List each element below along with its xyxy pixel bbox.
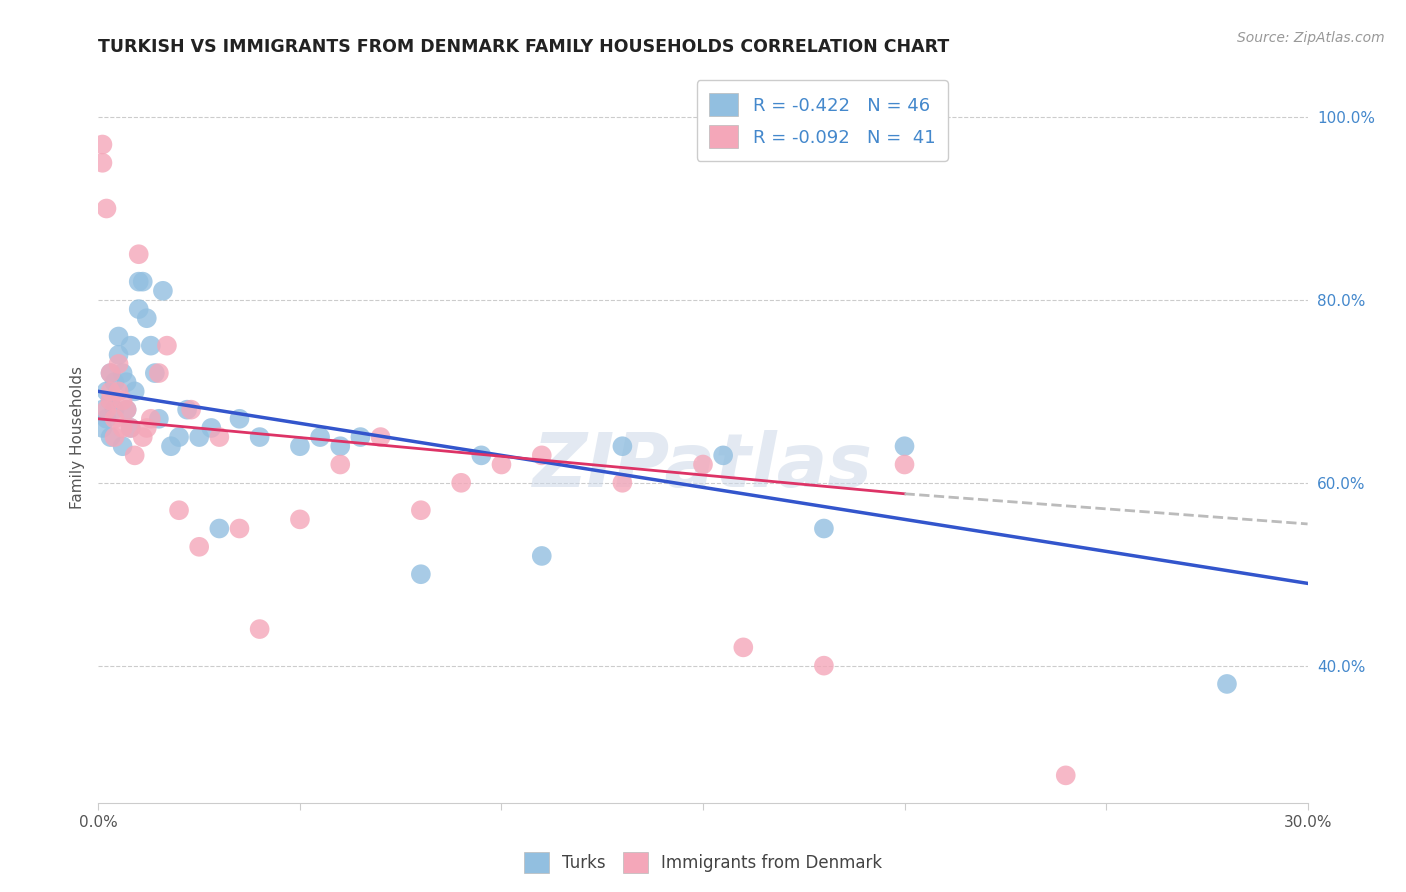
Point <box>120 339 142 353</box>
Point <box>200 421 222 435</box>
Point <box>135 311 157 326</box>
Point <box>139 339 162 353</box>
Point <box>228 412 250 426</box>
Point <box>107 357 129 371</box>
Point <box>176 402 198 417</box>
Point <box>249 430 271 444</box>
Point <box>450 475 472 490</box>
Point <box>132 275 155 289</box>
Point <box>1216 677 1239 691</box>
Point <box>711 448 734 462</box>
Point <box>128 301 150 317</box>
Point <box>612 439 634 453</box>
Point <box>893 458 915 472</box>
Y-axis label: Family Households: Family Households <box>69 366 84 508</box>
Point <box>96 384 118 399</box>
Point <box>107 384 129 399</box>
Point <box>470 448 492 462</box>
Point <box>128 247 150 261</box>
Point <box>91 137 114 152</box>
Point <box>120 421 142 435</box>
Point <box>228 521 250 535</box>
Point <box>208 521 231 535</box>
Point <box>91 421 114 435</box>
Point <box>111 366 134 380</box>
Point <box>96 402 118 417</box>
Point <box>100 366 122 380</box>
Point <box>208 430 231 444</box>
Point <box>491 458 513 472</box>
Point <box>188 540 211 554</box>
Point <box>91 156 114 170</box>
Point <box>115 402 138 417</box>
Text: ZIPatlas: ZIPatlas <box>533 430 873 503</box>
Point <box>167 430 190 444</box>
Point <box>692 458 714 472</box>
Point <box>1054 768 1077 782</box>
Point <box>530 549 553 563</box>
Point <box>107 348 129 362</box>
Point <box>409 567 432 582</box>
Point <box>249 622 271 636</box>
Point <box>124 384 146 399</box>
Point <box>143 366 166 380</box>
Point <box>103 430 125 444</box>
Point <box>813 521 835 535</box>
Point <box>111 439 134 453</box>
Point <box>329 458 352 472</box>
Point <box>349 430 371 444</box>
Point <box>288 512 311 526</box>
Point <box>115 402 138 417</box>
Point <box>180 402 202 417</box>
Point <box>100 393 122 408</box>
Point <box>103 412 125 426</box>
Text: TURKISH VS IMMIGRANTS FROM DENMARK FAMILY HOUSEHOLDS CORRELATION CHART: TURKISH VS IMMIGRANTS FROM DENMARK FAMIL… <box>98 38 949 56</box>
Point <box>111 393 134 408</box>
Point <box>103 402 125 417</box>
Point <box>152 284 174 298</box>
Point <box>309 430 332 444</box>
Point <box>100 430 122 444</box>
Legend: R = -0.422   N = 46, R = -0.092   N =  41: R = -0.422 N = 46, R = -0.092 N = 41 <box>696 80 948 161</box>
Point <box>132 430 155 444</box>
Point <box>111 421 134 435</box>
Point <box>329 439 352 453</box>
Point <box>167 503 190 517</box>
Point <box>156 339 179 353</box>
Point <box>148 366 170 380</box>
Point <box>103 376 125 390</box>
Point <box>115 376 138 390</box>
Point <box>100 384 122 399</box>
Point <box>96 412 118 426</box>
Point <box>120 421 142 435</box>
Point <box>139 412 162 426</box>
Point <box>813 658 835 673</box>
Point <box>124 448 146 462</box>
Point <box>107 329 129 343</box>
Point <box>733 640 755 655</box>
Point <box>91 402 114 417</box>
Point <box>148 412 170 426</box>
Point <box>893 439 915 453</box>
Point <box>100 393 122 408</box>
Point <box>370 430 392 444</box>
Point <box>160 439 183 453</box>
Point <box>409 503 432 517</box>
Point <box>188 430 211 444</box>
Point <box>612 475 634 490</box>
Legend: Turks, Immigrants from Denmark: Turks, Immigrants from Denmark <box>517 846 889 880</box>
Point <box>135 421 157 435</box>
Point <box>288 439 311 453</box>
Point <box>128 275 150 289</box>
Point <box>96 202 118 216</box>
Point <box>100 366 122 380</box>
Point <box>530 448 553 462</box>
Text: Source: ZipAtlas.com: Source: ZipAtlas.com <box>1237 31 1385 45</box>
